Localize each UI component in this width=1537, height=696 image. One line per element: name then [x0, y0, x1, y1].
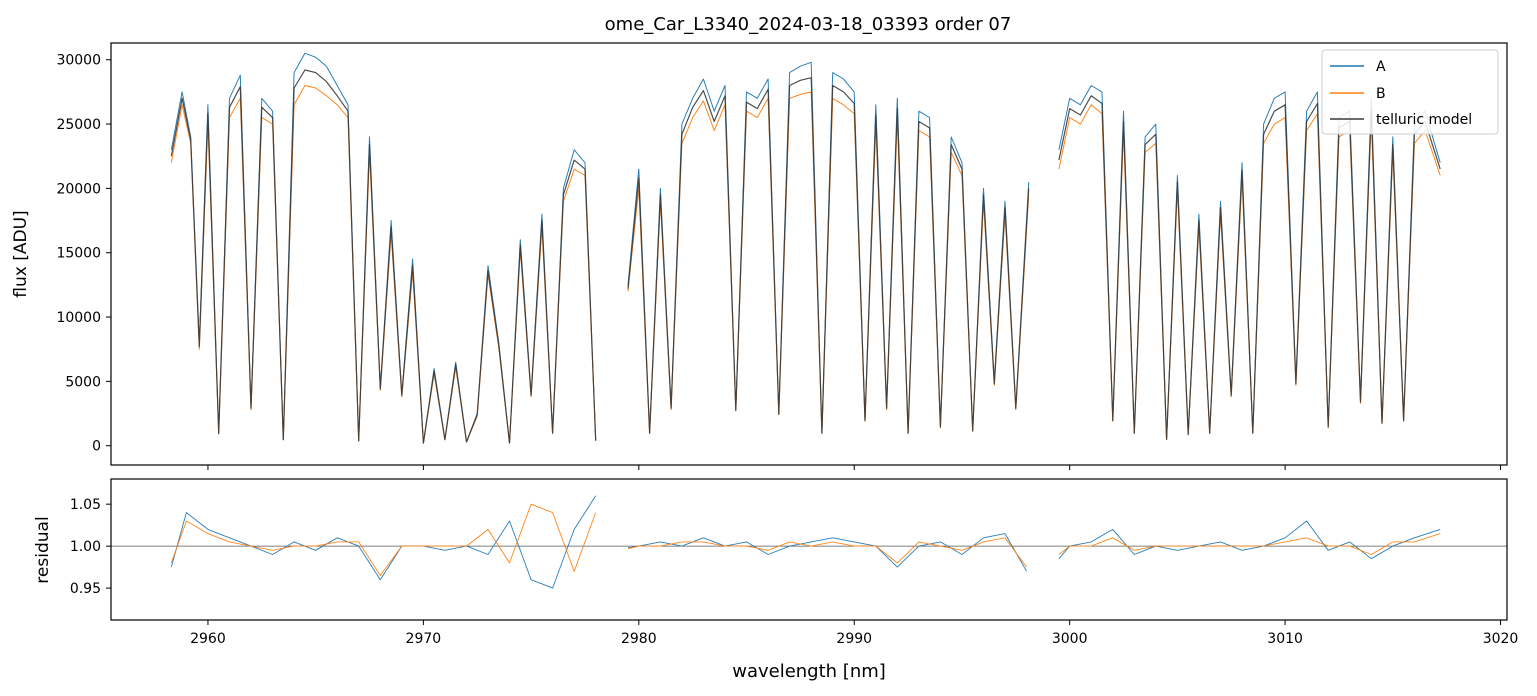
bottom-axes-frame: [110, 478, 1508, 621]
series-b-line: [170, 503, 1441, 576]
top-panel: 0 5000 10000 15000 20000 25000 30000 flux [ADU…: [11, 42, 1508, 470]
y-tick-label: 15000: [56, 246, 101, 262]
series-b-line: [170, 85, 1441, 444]
legend-box: [1321, 49, 1499, 135]
x-tick-label: 2990: [836, 631, 872, 647]
chart-title: ome_Car_L3340_2024-03-18_03393 order 07: [605, 14, 1012, 35]
x-tick-label: 2970: [406, 631, 442, 647]
x-tick-label: 2960: [190, 631, 226, 647]
top-axes-frame: [110, 42, 1508, 466]
x-tick-label: 3000: [1052, 631, 1088, 647]
y-tick-label: 25000: [56, 117, 101, 133]
legend-label-model: telluric model: [1376, 112, 1472, 128]
bottom-y-ticks: 0.95 1.00 1.05: [70, 497, 111, 597]
x-tick-label: 2980: [621, 631, 657, 647]
y-tick-label: 30000: [56, 53, 101, 69]
y-tick-label: 5000: [65, 374, 101, 390]
legend: A B telluric model: [1321, 49, 1499, 135]
bottom-y-axis-label: residual: [33, 516, 53, 583]
y-tick-label: 1.00: [70, 539, 101, 555]
top-plot-area: [170, 52, 1441, 444]
x-tick-label: 3010: [1267, 631, 1303, 647]
y-tick-label: 0.95: [70, 581, 101, 597]
x-tick-label: 3020: [1483, 631, 1519, 647]
series-a-line: [170, 495, 1441, 589]
top-y-axis-label: flux [ADU]: [11, 210, 31, 297]
top-x-ticks: [207, 465, 1502, 470]
series-a-line: [170, 52, 1441, 444]
top-y-ticks: 0 5000 10000 15000 20000 25000 30000: [56, 53, 111, 455]
bottom-x-ticks: 2960 2970 2980 2990 3000 3010 3020: [190, 620, 1518, 647]
bottom-plot-area: [111, 495, 1507, 589]
series-telluric-model-line: [170, 69, 1441, 444]
bottom-panel: 0.95 1.00 1.05 2960 2970 2980 2990 3000 3010 302…: [33, 478, 1518, 682]
x-axis-label: wavelength [nm]: [732, 661, 886, 682]
y-tick-label: 1.05: [70, 497, 101, 513]
legend-label-b: B: [1376, 86, 1386, 102]
legend-label-a: A: [1376, 59, 1386, 75]
y-tick-label: 0: [92, 439, 101, 455]
y-tick-label: 10000: [56, 310, 101, 326]
y-tick-label: 20000: [56, 181, 101, 197]
